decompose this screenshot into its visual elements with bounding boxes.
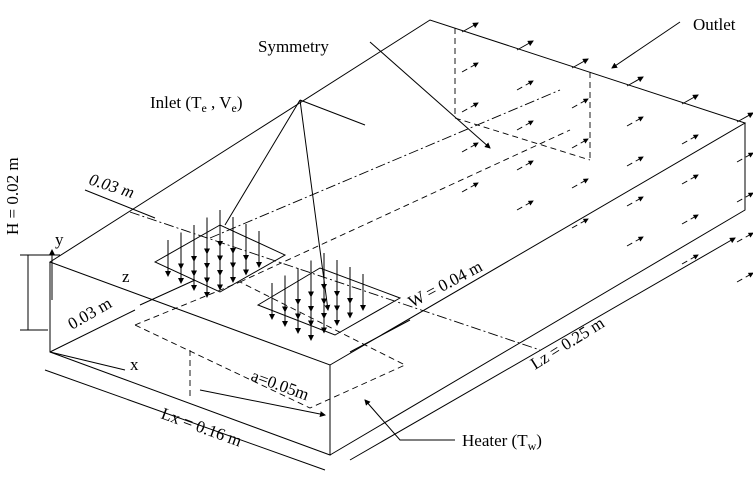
flow-arrow [736,152,753,163]
flow-arrow [626,156,644,167]
length-x-label: Lx = 0.16 m [159,404,245,451]
inlet-sub: e [201,101,206,115]
flow-arrow [571,98,589,109]
symmetry-line [129,211,541,351]
flow-arrow [571,58,589,69]
dimension-arrows [84,189,411,415]
symmetry-leader [369,41,491,149]
flow-arrow [516,120,534,131]
heater-leader [364,399,455,441]
flow-arrow [461,142,479,153]
heater-edge [189,129,571,398]
flow-arrow [571,178,589,189]
flow-arrow [681,214,699,225]
top-face [48,19,747,366]
heater-label: Heater (Tw) [462,431,542,453]
inlet-label: Inlet (Te , Ve) [150,93,243,115]
flow-arrow [626,196,644,207]
flow-arrow [461,22,479,33]
inlet-gap-label: 0.03 m [87,170,137,202]
center-line [209,89,561,239]
inlet-1 [153,224,287,293]
axis-z-label: z [122,267,130,286]
inlet-2 [256,267,402,336]
inlet-close: ) [237,93,243,112]
flow-arrow [626,236,644,247]
flow-arrow [461,62,479,73]
flow-arrows [165,22,753,341]
inlet-leaders [224,99,366,310]
length-dimensions [44,238,735,471]
flow-arrow [516,80,534,91]
width-label: W = 0.04 m [405,257,485,312]
axes [49,309,136,371]
origin-offset-label: 0.03 m [65,293,115,333]
flow-arrow [736,192,753,203]
heater-sub: w [528,439,537,453]
inlet-text: Inlet (T [150,93,202,112]
axis-y-label: y [55,230,64,249]
heater-offset-label: a=0.05m [249,366,312,404]
inlet-sep: , V [207,93,232,112]
flow-arrow [461,182,479,193]
outlet-label: Outlet [693,15,736,34]
box-geometry [20,19,747,471]
flow-arrow [626,116,644,127]
axis-x-label: x [130,355,139,374]
flow-arrow [681,94,699,105]
flow-arrow [461,102,479,113]
right-face [329,123,746,456]
flow-arrow [571,138,589,149]
flow-arrow [626,76,644,87]
heater-close: ) [536,431,542,450]
h-dimension [20,254,60,331]
outlet-plane [454,28,591,161]
inlet-sub: e [232,101,237,115]
heater-text: Heater (T [462,431,528,450]
flow-arrow [571,218,589,229]
flow-arrow [736,232,753,243]
symmetry-label: Symmetry [258,37,329,56]
flow-arrow [516,40,534,51]
flow-arrow [681,134,699,145]
flow-arrow [736,112,753,123]
height-label: H = 0.02 m [3,157,22,235]
flow-arrow [736,272,753,283]
length-z-label: Lz = 0.25 m [527,313,608,373]
outlet-leader [611,21,681,69]
flow-arrow [681,174,699,185]
flow-arrow [516,160,534,171]
flow-arrow [681,254,699,265]
flow-arrow [516,200,534,211]
